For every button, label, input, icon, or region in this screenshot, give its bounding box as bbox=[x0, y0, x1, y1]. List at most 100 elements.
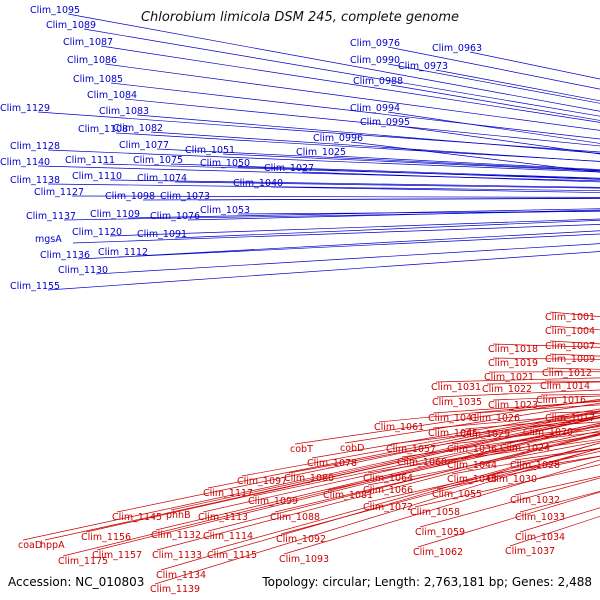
reverse-gene-leader bbox=[62, 424, 600, 557]
reverse-gene-label: Clim_1033 bbox=[515, 512, 565, 523]
reverse-gene-label: Clim_1032 bbox=[510, 495, 560, 506]
forward-gene-leader bbox=[109, 218, 600, 237]
forward-gene-leader bbox=[37, 165, 600, 182]
forward-gene-label: Clim_0963 bbox=[432, 43, 482, 54]
reverse-gene-leader bbox=[241, 410, 600, 477]
forward-gene-label: Clim_1108 bbox=[78, 124, 128, 135]
reverse-gene-label: Clim_1034 bbox=[515, 532, 565, 543]
reverse-gene-label: Clim_1055 bbox=[432, 489, 482, 500]
reverse-gene-label: Clim_1134 bbox=[156, 570, 206, 581]
reverse-gene-label: Clim_1012 bbox=[542, 368, 592, 379]
reverse-gene-label: Clim_1114 bbox=[203, 531, 253, 542]
forward-gene-label: Clim_1136 bbox=[40, 250, 90, 261]
forward-gene-leader bbox=[174, 181, 600, 189]
reverse-gene-leader bbox=[22, 415, 600, 541]
reverse-gene-label: Clim_1017 bbox=[545, 413, 595, 424]
forward-gene-label: Clim_1083 bbox=[99, 106, 149, 117]
forward-gene-label: Clim_1050 bbox=[200, 158, 250, 169]
forward-gene-label: Clim_1138 bbox=[10, 175, 60, 186]
forward-gene-label: Clim_1075 bbox=[133, 155, 183, 166]
reverse-gene-label: Clim_1021 bbox=[484, 372, 534, 383]
reverse-gene-label: Clim_1030 bbox=[487, 474, 537, 485]
reverse-gene-leader bbox=[116, 411, 600, 513]
forward-gene-leader bbox=[333, 155, 600, 170]
forward-gene-label: Clim_1129 bbox=[0, 103, 50, 114]
reverse-gene-label: Clim_1023 bbox=[488, 400, 538, 411]
forward-gene-label: Clim_0976 bbox=[350, 38, 400, 49]
reverse-gene-leader bbox=[170, 416, 600, 511]
forward-gene-label: Clim_1137 bbox=[26, 211, 76, 222]
reverse-gene-label: phhB bbox=[166, 510, 191, 521]
forward-gene-label: Clim_1051 bbox=[185, 145, 235, 156]
forward-gene-leader bbox=[237, 166, 600, 180]
forward-gene-leader bbox=[124, 98, 600, 147]
reverse-gene-leader bbox=[44, 417, 600, 541]
reverse-gene-label: Clim_1099 bbox=[248, 496, 298, 507]
reverse-gene-leader bbox=[311, 408, 600, 459]
forward-gene-leader bbox=[110, 82, 600, 140]
reverse-gene-label: Clim_1145 bbox=[112, 512, 162, 523]
reverse-gene-leader bbox=[211, 442, 600, 551]
reverse-gene-label: Clim_1057 bbox=[386, 444, 436, 455]
reverse-gene-leader bbox=[367, 450, 600, 503]
reverse-gene-leader bbox=[207, 410, 600, 489]
reverse-gene-label: Clim_1061 bbox=[374, 422, 424, 433]
reverse-gene-label: Clim_1037 bbox=[505, 546, 555, 557]
forward-gene-label: Clim_1053 bbox=[200, 205, 250, 216]
forward-gene-label: Clim_1025 bbox=[296, 147, 346, 158]
reverse-gene-leader bbox=[327, 430, 600, 491]
reverse-gene-label: Clim_1064 bbox=[363, 473, 413, 484]
forward-gene-label: Clim_1089 bbox=[46, 20, 96, 31]
forward-gene-label: Clim_1111 bbox=[65, 155, 115, 166]
forward-gene-label: Clim_0994 bbox=[350, 103, 400, 114]
forward-gene-label: Clim_1084 bbox=[87, 90, 137, 101]
reverse-gene-label: Clim_1157 bbox=[92, 550, 142, 561]
reverse-gene-label: Clim_1066 bbox=[363, 485, 413, 496]
reverse-gene-leader bbox=[283, 459, 600, 555]
forward-gene-label: Clim_0990 bbox=[350, 55, 400, 66]
reverse-gene-label: Clim_1175 bbox=[58, 556, 108, 567]
reverse-gene-leader bbox=[432, 412, 600, 429]
forward-gene-leader bbox=[67, 13, 600, 112]
reverse-gene-label: Clim_1072 bbox=[363, 502, 413, 513]
reverse-gene-label: Clim_1133 bbox=[152, 550, 202, 561]
forward-gene-label: Clim_1086 bbox=[67, 55, 117, 66]
reverse-gene-leader bbox=[417, 491, 600, 548]
forward-gene-leader bbox=[115, 132, 600, 162]
forward-gene-label: Clim_1082 bbox=[113, 123, 163, 134]
forward-gene-leader bbox=[72, 224, 600, 244]
reverse-gene-label: Clim_1019 bbox=[488, 358, 538, 369]
reverse-gene-label: Clim_1117 bbox=[203, 488, 253, 499]
forward-gene-label: Clim_1074 bbox=[137, 173, 187, 184]
forward-gene-leader bbox=[95, 243, 600, 275]
reverse-gene-label: Clim_1059 bbox=[415, 527, 465, 538]
reverse-gene-label: Clim_1004 bbox=[545, 326, 595, 337]
forward-gene-label: Clim_1109 bbox=[90, 209, 140, 220]
forward-gene-label: Clim_1112 bbox=[98, 247, 148, 258]
forward-gene-labels: Clim_1095 Clim_1089 Clim_1087 Clim_1086 Clim… bbox=[0, 5, 600, 292]
reverse-gene-label: Clim_1081 bbox=[323, 490, 373, 501]
reverse-gene-leader bbox=[207, 432, 600, 532]
reverse-gene-leader bbox=[280, 448, 600, 535]
forward-gene-label: mgsA bbox=[35, 234, 62, 245]
reverse-gene-label: Clim_1093 bbox=[279, 554, 329, 565]
forward-gene-leader bbox=[47, 251, 600, 291]
forward-gene-leader bbox=[170, 163, 600, 179]
forward-gene-label: Clim_0988 bbox=[353, 76, 403, 87]
reverse-gene-label: Clim_1001 bbox=[545, 312, 595, 323]
reverse-gene-label: Clim_1026 bbox=[470, 413, 520, 424]
accession-text: Accession: NC_010803 bbox=[8, 575, 144, 589]
reverse-gene-leader bbox=[202, 422, 600, 513]
reverse-gene-leader bbox=[419, 477, 600, 528]
reverse-gene-label: cobD bbox=[340, 443, 364, 454]
forward-gene-leader bbox=[135, 230, 600, 257]
forward-gene-label: Clim_1040 bbox=[233, 178, 283, 189]
reverse-gene-leader bbox=[294, 398, 600, 445]
forward-gene-label: Clim_1095 bbox=[30, 5, 80, 16]
reverse-gene-label: Clim_1031 bbox=[431, 382, 481, 393]
forward-gene-leader bbox=[37, 111, 600, 153]
forward-gene-label: Clim_1130 bbox=[58, 265, 108, 276]
reverse-gene-label: Clim_1139 bbox=[150, 584, 200, 595]
reverse-gene-label: Clim_1029 bbox=[460, 429, 510, 440]
reverse-gene-labels: Clim_1001Clim_1004Clim_1007Clim_1009Clim… bbox=[18, 311, 600, 595]
